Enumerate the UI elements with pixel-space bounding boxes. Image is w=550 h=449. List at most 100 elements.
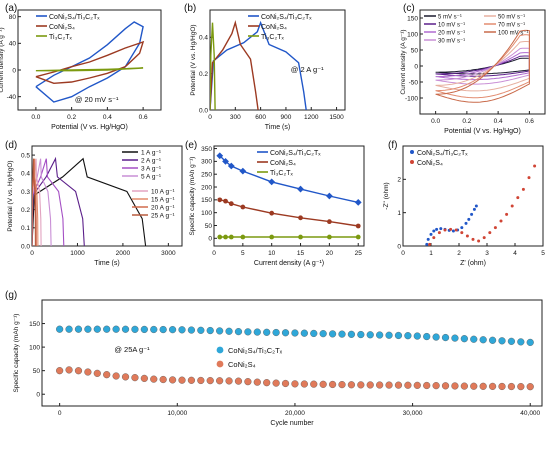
data-point — [65, 366, 73, 374]
data-point — [338, 330, 346, 338]
data-point — [121, 373, 130, 381]
data-point — [443, 228, 447, 232]
x-tick-label: 0.0 — [431, 118, 440, 125]
legend-label: Ti₃C₂Tₓ — [270, 170, 293, 177]
y-tick-label: 0 — [208, 236, 212, 243]
data-point — [150, 375, 158, 383]
legend-swatch — [410, 160, 414, 164]
data-point — [460, 231, 464, 235]
data-point — [56, 325, 64, 333]
y-axis-label: Current density (A g⁻¹) — [0, 27, 5, 92]
y-tick-label: 250 — [201, 172, 212, 179]
data-point — [168, 376, 177, 384]
x-axis-label: Time (s) — [265, 124, 290, 131]
data-point — [206, 326, 214, 335]
data-point — [385, 331, 393, 339]
data-point — [328, 380, 337, 389]
data-point — [223, 198, 228, 204]
panel-label: (e) — [185, 140, 197, 151]
data-point — [460, 335, 468, 343]
series-line — [210, 20, 307, 110]
data-point — [298, 234, 303, 240]
legend-label: CoNi₂S₄ — [270, 160, 296, 167]
data-point — [310, 329, 318, 338]
panel-f: (f) 0 1 2 3 4 5 0 1 2 Z' (ohm) -Z'' (ohm) CoNi₂S₄/Ti… — [383, 140, 545, 267]
plot-frame — [17, 9, 162, 111]
panel-g: (g) 0 10,000 20,000 30,000 40,000 0 50 100 150 Cyc… — [5, 290, 543, 427]
data-point — [319, 380, 327, 388]
panel-label: (c) — [403, 3, 415, 14]
data-point — [222, 157, 229, 165]
legend-label: Ti₃C₂Tₓ — [49, 34, 72, 41]
panel-b: (b) 0 300 600 900 1200 1500 0.0 0.2 0.4 Time (s) Po… — [184, 3, 346, 131]
data-point — [451, 382, 459, 390]
data-point — [470, 382, 478, 390]
legend-label: CoNi₂S₄ — [417, 160, 443, 167]
data-point — [253, 378, 261, 386]
panel-a: (a) 0.0 0.2 0.4 0.6 -40 0 40 80 Potential (V vs. … — [0, 3, 162, 131]
x-tick-label: 0.4 — [494, 118, 503, 125]
data-point — [291, 380, 299, 388]
y-tick-label: 50 — [33, 368, 41, 375]
plot-frame — [419, 9, 546, 115]
y-tick-label: 0 — [36, 392, 40, 399]
data-point — [84, 368, 92, 376]
x-tick-label: 5 — [241, 250, 245, 257]
data-point — [385, 381, 393, 389]
panel-d: (d) 0 1000 2000 3000 0.0 0.1 0.2 0.3 0.4 0.5 Time (… — [5, 140, 183, 267]
data-point — [439, 227, 443, 231]
data-point — [269, 234, 275, 240]
data-point — [432, 382, 440, 390]
x-tick-label: 5 — [541, 250, 545, 257]
data-point — [150, 325, 158, 334]
y-tick-label: 100 — [407, 31, 418, 38]
y-axis-label: Specific capacity (mAh g⁻¹) — [189, 157, 196, 236]
x-tick-label: 1200 — [304, 114, 319, 121]
data-point — [347, 381, 356, 389]
legend-label: 5 mV s⁻¹ — [438, 14, 462, 20]
data-point — [507, 337, 516, 345]
legend-label: 20 mV s⁻¹ — [438, 30, 465, 36]
data-point — [298, 215, 303, 221]
data-point — [355, 234, 361, 240]
legend-label: Ti₃C₂Tₓ — [261, 34, 284, 41]
data-point — [187, 326, 196, 334]
panel-label: (d) — [5, 140, 17, 151]
annotation: @ 20 mV s⁻¹ — [75, 95, 119, 104]
data-point — [65, 325, 73, 333]
legend-label: CoNi₂S₄ — [228, 360, 256, 369]
legend-label: CoNi₂S₄ — [261, 24, 287, 31]
data-point — [187, 376, 196, 384]
data-point — [244, 378, 252, 386]
data-point — [479, 336, 487, 344]
data-point — [472, 207, 476, 211]
data-point — [319, 330, 327, 338]
y-axis-label: -Z'' (ohm) — [383, 182, 390, 209]
data-point — [206, 377, 214, 385]
plot-area — [435, 29, 530, 103]
data-point — [394, 381, 403, 389]
plot-frame — [41, 299, 543, 407]
y-tick-label: 0.2 — [21, 207, 30, 214]
data-point — [74, 367, 83, 375]
y-tick-label: 2 — [397, 177, 401, 184]
data-point — [325, 192, 333, 200]
gcd-curve — [32, 158, 36, 246]
panel-label: (b) — [184, 3, 196, 14]
plot-frame — [213, 145, 365, 247]
data-point — [482, 236, 486, 240]
y-tick-label: 0 — [414, 63, 418, 70]
data-point — [112, 372, 120, 380]
data-point — [517, 383, 525, 391]
y-tick-label: 0 — [397, 243, 401, 250]
plot-area — [32, 156, 147, 246]
x-tick-label: 0 — [212, 250, 216, 257]
plot-area — [425, 164, 537, 246]
x-tick-label: 1500 — [329, 114, 344, 121]
y-axis-label: Current density (A g⁻¹) — [400, 29, 407, 94]
data-point — [217, 234, 223, 240]
x-axis-label: Potential (V vs. Hg/HgO) — [444, 128, 521, 135]
data-point — [423, 381, 431, 390]
legend-label: CoNi₂S₄ — [49, 24, 75, 31]
plot-frame — [209, 9, 346, 111]
